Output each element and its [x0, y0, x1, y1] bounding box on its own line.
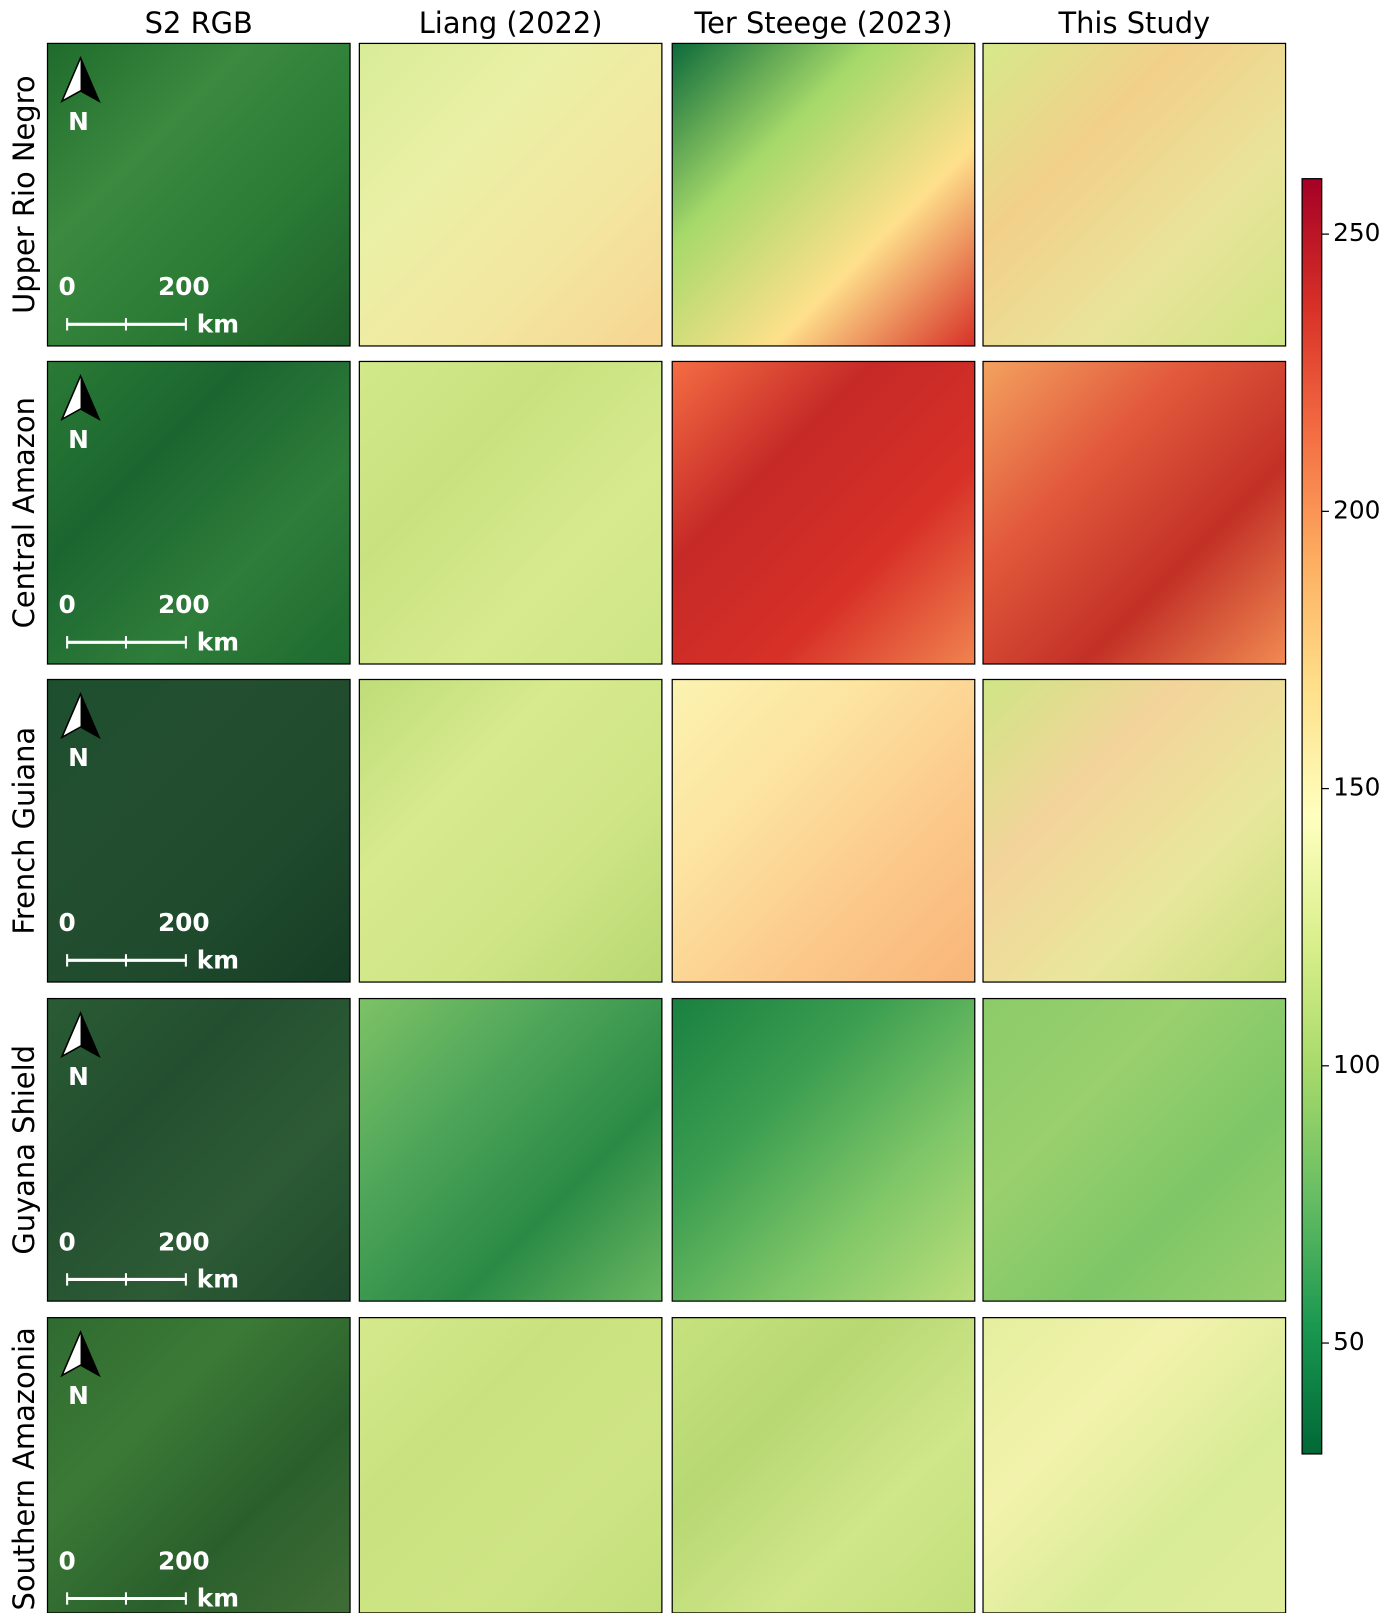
scale-unit: km [197, 627, 239, 656]
scale-end: 200 [158, 590, 210, 619]
colorbar-tick-label: 150 [1333, 773, 1380, 802]
map-panel [672, 43, 975, 346]
north-label: N [68, 425, 89, 454]
map-panel [359, 361, 662, 664]
column-title: S2 RGB [145, 6, 253, 40]
row-label: Southern Amazonia [7, 1327, 41, 1610]
figure: S2 RGB Liang (2022) Ter Steege (2023) This … [0, 0, 1394, 1613]
map-panel [359, 1318, 662, 1613]
scale-start: 0 [59, 1227, 76, 1256]
scale-start: 0 [59, 908, 76, 937]
map-panel [983, 361, 1286, 664]
row-label: French Guiana [7, 727, 41, 935]
map-panel [983, 679, 1286, 982]
column-title: This Study [1057, 6, 1210, 40]
map-panel [983, 999, 1286, 1302]
scale-end: 200 [158, 908, 210, 937]
map-panel [983, 1318, 1286, 1613]
scale-unit: km [197, 945, 239, 974]
map-panel [983, 43, 1286, 346]
colorbar [1302, 179, 1322, 1454]
scale-start: 0 [59, 590, 76, 619]
row-label: Upper Rio Negro [7, 75, 41, 313]
map-panel [359, 679, 662, 982]
row-label: Central Amazon [7, 397, 41, 628]
colorbar-tick-label: 250 [1333, 218, 1380, 247]
map-panel [672, 679, 975, 982]
scale-unit: km [197, 1584, 239, 1613]
north-label: N [68, 1062, 89, 1091]
scale-unit: km [197, 1264, 239, 1293]
map-panel [672, 1318, 975, 1613]
north-label: N [68, 1381, 89, 1410]
map-panel [672, 361, 975, 664]
map-panel [359, 999, 662, 1302]
colorbar-tick-label: 50 [1333, 1327, 1365, 1356]
map-panel [359, 43, 662, 346]
scale-end: 200 [158, 1227, 210, 1256]
scale-end: 200 [158, 1546, 210, 1575]
column-title: Liang (2022) [419, 6, 603, 40]
north-label: N [68, 107, 89, 136]
map-panel [672, 999, 975, 1302]
colorbar-tick-label: 100 [1333, 1050, 1380, 1079]
scale-unit: km [197, 309, 239, 338]
scale-end: 200 [158, 272, 210, 301]
north-label: N [68, 743, 89, 772]
colorbar-tick-label: 200 [1333, 495, 1380, 524]
scale-start: 0 [59, 1546, 76, 1575]
column-title: Ter Steege (2023) [693, 6, 952, 40]
row-label: Guyana Shield [7, 1045, 41, 1255]
page: S2 RGB Liang (2022) Ter Steege (2023) This … [0, 0, 1394, 1613]
scale-start: 0 [59, 272, 76, 301]
